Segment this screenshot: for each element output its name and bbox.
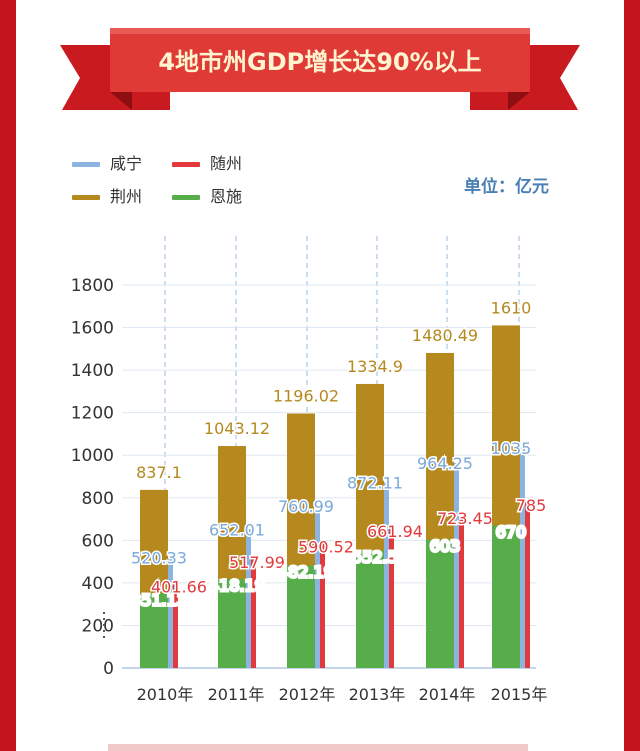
right-border <box>624 0 640 751</box>
bar-enshi-3 <box>287 565 315 668</box>
banner-right-fold <box>508 92 530 110</box>
data-label-jingzhou-3: 1196.02 <box>273 387 339 406</box>
data-label-jingzhou-6: 1610 <box>491 298 532 317</box>
data-label-suizhou-6: 785 <box>516 496 547 515</box>
bar-suizhou-4 <box>389 527 394 668</box>
legend-swatch-xianning <box>72 162 100 167</box>
banner-highlight <box>110 28 530 34</box>
y-tick-label: 0 <box>103 659 114 679</box>
legend-swatch-jingzhou <box>72 195 100 200</box>
bar-suizhou-3 <box>320 542 325 668</box>
bar-xianning-5 <box>454 462 459 668</box>
bar-enshi-4 <box>356 550 384 668</box>
x-tick-label: 2013年 <box>349 685 406 704</box>
y-tick-label: 1400 <box>71 361 114 381</box>
x-tick-label: 2011年 <box>208 685 265 704</box>
y-tick-label: 400 <box>82 574 114 594</box>
legend-label-xianning: 咸宁 <box>110 154 143 173</box>
banner-ribbon <box>110 28 530 92</box>
data-label-jingzhou-2: 1043.12 <box>204 419 270 438</box>
y-tick-label: 1200 <box>71 404 114 424</box>
x-tick-label: 2015年 <box>491 685 548 704</box>
data-label-suizhou-4: 661.94 <box>367 522 423 541</box>
data-label-enshi-6: 670 <box>496 522 527 541</box>
y-tick-label: 1800 <box>71 276 114 296</box>
y-tick-label: 200 <box>82 616 114 636</box>
data-label-enshi-2: 418.19 <box>209 576 265 595</box>
bar-suizhou-6 <box>525 500 530 668</box>
data-label-jingzhou-4: 1334.9 <box>347 357 403 376</box>
bar-chart: 0 200 400 600 800 1000 1200 1400 1600 1800 837.1 52… <box>71 236 548 704</box>
data-label-xianning-3: 760.99 <box>278 497 334 516</box>
data-label-suizhou-1: 401.66 <box>151 578 207 597</box>
bar-xianning-2 <box>246 529 251 668</box>
bar-xianning-6 <box>520 447 525 668</box>
bottom-decoration <box>108 744 528 751</box>
banner-left-fold <box>110 92 132 110</box>
x-tick-label: 2014年 <box>419 685 476 704</box>
bar-xianning-1 <box>168 557 173 668</box>
data-label-enshi-4: 552.5 <box>352 547 398 566</box>
legend-item-suizhou: 随州 <box>172 150 242 174</box>
data-label-xianning-1: 520.33 <box>131 548 187 567</box>
data-label-enshi-3: 482.19 <box>278 562 334 581</box>
x-tick-label: 2012年 <box>279 685 336 704</box>
unit-label: 单位：亿元 <box>464 177 549 197</box>
data-label-suizhou-3: 590.52 <box>298 537 354 556</box>
bar-suizhou-5 <box>459 514 464 668</box>
data-label-jingzhou-5: 1480.49 <box>412 326 478 345</box>
left-border <box>0 0 16 751</box>
legend-label-jingzhou: 荆州 <box>110 187 143 206</box>
y-tick-label: 800 <box>82 489 114 509</box>
bar-suizhou-1 <box>173 582 178 668</box>
legend-label-suizhou: 随州 <box>210 154 243 173</box>
data-label-suizhou-5: 723.45 <box>437 509 493 528</box>
bar-xianning-4 <box>384 482 389 668</box>
y-tick-label: 1000 <box>71 446 114 466</box>
data-label-xianning-2: 652.01 <box>209 520 265 539</box>
x-tick-label: 2010年 <box>137 685 194 704</box>
bar-enshi-5 <box>426 539 454 668</box>
bar-enshi-6 <box>492 525 520 668</box>
legend-item-enshi: 恩施 <box>172 183 242 207</box>
data-label-xianning-4: 872.11 <box>347 473 403 492</box>
data-label-enshi-5: 603 <box>430 537 461 556</box>
y-tick-label: 600 <box>82 531 114 551</box>
legend-item-xianning: 咸宁 <box>72 150 142 174</box>
data-label-xianning-5: 964.25 <box>417 454 473 473</box>
bar-suizhou-2 <box>251 557 256 668</box>
bar-xianning-3 <box>315 506 320 668</box>
banner-title: 4地市州GDP增长达90%以上 <box>158 48 481 76</box>
legend-label-enshi: 恩施 <box>210 187 243 206</box>
data-label-suizhou-2: 517.99 <box>229 553 285 572</box>
data-label-jingzhou-1: 837.1 <box>136 463 182 482</box>
legend-item-jingzhou: 荆州 <box>72 183 142 207</box>
y-tick-label: 1600 <box>71 319 114 339</box>
bar-enshi-2 <box>218 579 246 668</box>
legend-swatch-suizhou <box>172 162 200 167</box>
title-banner: 4地市州GDP增长达90%以上 <box>60 28 580 110</box>
data-label-xianning-6: 1035 <box>491 439 532 458</box>
bar-enshi-1 <box>140 593 168 668</box>
data-label-enshi-1: 351.13 <box>131 590 187 609</box>
legend-swatch-enshi <box>172 195 200 200</box>
